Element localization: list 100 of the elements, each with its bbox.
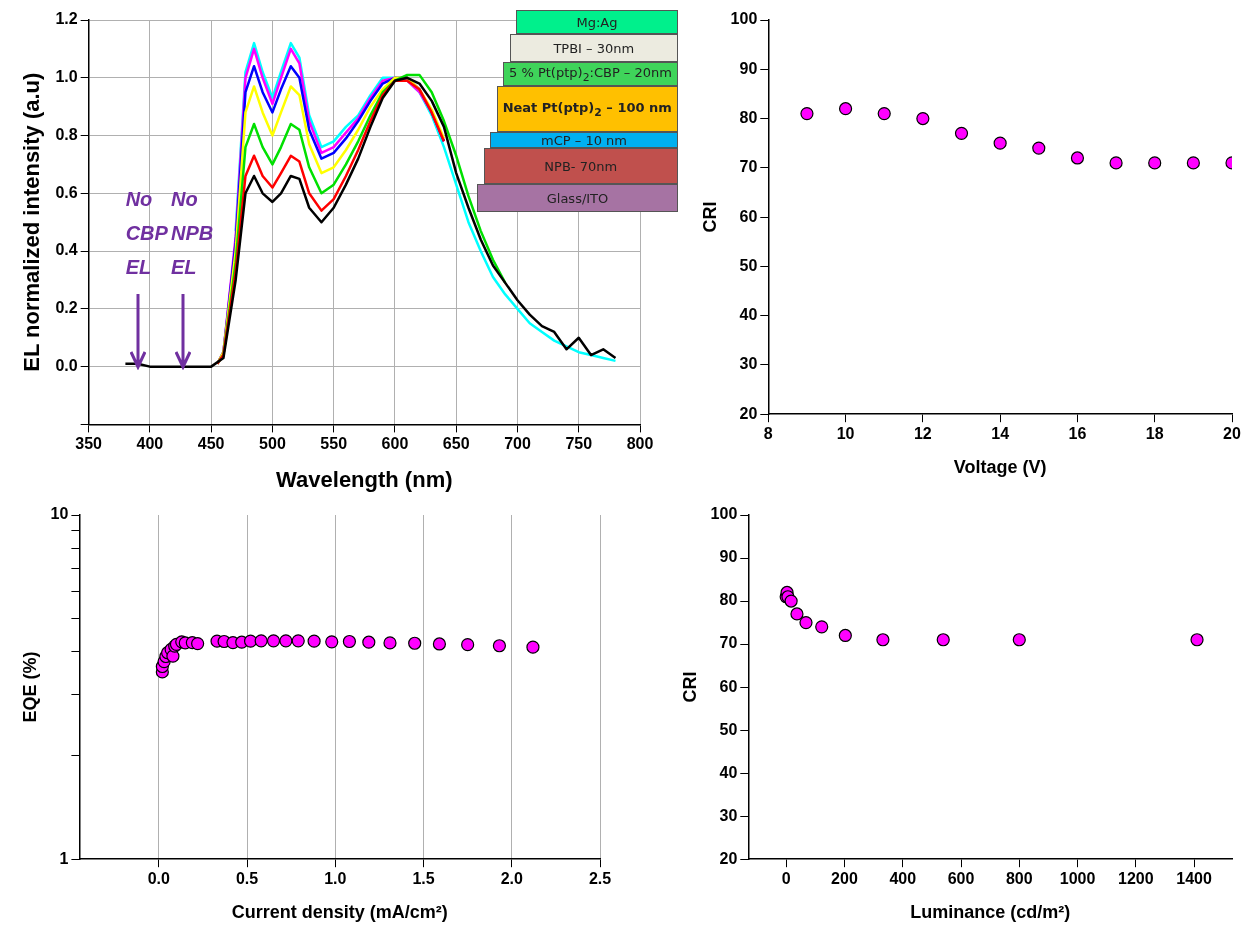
x-tick-label: 350 (75, 435, 103, 453)
x-tick-label: 0.5 (235, 870, 259, 888)
annotation: 5 % Pt(ptp)$_{2}$:CBP – 20nm (509, 64, 672, 84)
x-tick-label: 450 (197, 435, 225, 453)
point (362, 635, 376, 649)
y-tick-label: 0.6 (55, 183, 78, 201)
x-tick-label: 800 (626, 435, 654, 453)
point (1190, 633, 1204, 647)
point (307, 634, 321, 648)
annotation: mCP – 10 nm (541, 132, 627, 148)
y-axis-title: EL normalized intensity (a.u) (19, 72, 45, 372)
x-tick-label: 400 (889, 870, 917, 888)
x-tick-label: 0 (781, 870, 791, 888)
x-tick-label: 600 (947, 870, 975, 888)
y-tick-label: 100 (710, 505, 738, 523)
point (342, 634, 357, 649)
y-tick-label: 100 (730, 10, 758, 28)
point (954, 126, 969, 140)
x-tick-label: 750 (565, 435, 593, 453)
y-tick-label: 20 (739, 404, 758, 422)
point (784, 594, 798, 608)
x-tick-label: 1400 (1176, 870, 1213, 888)
annotation: NPB- 70nm (544, 158, 618, 174)
y-tick-label: 70 (739, 158, 758, 176)
point (799, 615, 813, 630)
x-tick-label: 8 (763, 425, 773, 443)
point (1109, 156, 1123, 170)
point (790, 607, 804, 621)
point (408, 636, 422, 650)
point (266, 634, 281, 648)
y-tick-label: 1.0 (55, 68, 78, 86)
x-tick-label: 1.5 (412, 870, 435, 888)
x-tick-label: 700 (504, 435, 531, 453)
x-tick-label: 0.0 (147, 870, 171, 888)
x-tick-label: 2.5 (588, 870, 612, 888)
x-tick-label: 650 (442, 435, 470, 453)
y-tick-label: 60 (719, 677, 738, 695)
x-axis-title: Current density (mA/cm²) (231, 902, 448, 923)
point (243, 634, 258, 648)
y-tick-label: 50 (719, 720, 738, 738)
x-tick-label: 1.0 (324, 870, 347, 888)
point (279, 634, 293, 648)
x-tick-label: 600 (381, 435, 409, 453)
point (526, 640, 540, 654)
y-tick-label: 90 (739, 59, 758, 77)
point (291, 634, 305, 648)
point (191, 637, 205, 651)
y-tick-label: 20 (719, 849, 738, 867)
x-tick-label: 1000 (1059, 870, 1096, 888)
y-tick-label: 80 (739, 108, 758, 126)
y-tick-label: 70 (719, 634, 738, 652)
point (993, 136, 1007, 150)
x-tick-label: 18 (1145, 425, 1164, 443)
point (838, 628, 852, 643)
point (1070, 151, 1085, 165)
y-tick-label: 30 (719, 806, 738, 824)
point (1032, 141, 1046, 155)
annotation: Neat Pt(ptp)$_{2}$ – 100 nm (502, 99, 672, 119)
annotation: No NPB EL (170, 186, 215, 280)
x-tick-label: 1200 (1118, 870, 1154, 888)
point (1012, 633, 1026, 647)
annotation: No CBP EL (125, 187, 168, 278)
y-tick-label: 10 (50, 505, 69, 523)
point (815, 620, 829, 634)
x-tick-label: 800 (1005, 870, 1033, 888)
x-tick-label: 10 (836, 425, 855, 443)
y-tick-label: 80 (719, 591, 738, 609)
y-tick-label: 0.2 (55, 299, 78, 317)
point (916, 111, 930, 126)
y-tick-label: 1 (59, 849, 69, 867)
x-tick-label: 200 (831, 870, 858, 888)
y-tick-label: 40 (719, 763, 738, 781)
annotation: TPBI – 30nm (553, 40, 635, 56)
x-tick-label: 500 (259, 435, 286, 453)
point (1186, 156, 1200, 170)
annotation: Mg:Ag (576, 14, 618, 30)
annotation: Glass/ITO (546, 190, 609, 206)
point (461, 638, 475, 652)
y-tick-label: 0.8 (55, 125, 78, 143)
x-tick-label: 2.0 (500, 870, 523, 888)
x-axis-title: Voltage (V) (953, 457, 1047, 478)
x-axis-title: Luminance (cd/m²) (910, 902, 1071, 923)
point (254, 634, 268, 648)
x-axis-title: Wavelength (nm) (276, 466, 453, 492)
y-tick-label: 90 (719, 548, 738, 566)
point (800, 107, 814, 121)
point (325, 635, 339, 649)
point (936, 633, 950, 647)
x-tick-label: 16 (1068, 425, 1087, 443)
point (838, 102, 853, 116)
point (383, 636, 397, 650)
y-tick-label: 60 (739, 207, 758, 225)
x-tick-label: 550 (320, 435, 348, 453)
y-tick-label: 30 (739, 355, 758, 373)
x-tick-label: 20 (1223, 425, 1241, 443)
y-tick-label: 1.2 (55, 10, 78, 28)
point (877, 107, 891, 121)
point (876, 633, 890, 647)
y-tick-label: 0.4 (55, 241, 78, 259)
y-tick-label: 50 (739, 256, 758, 274)
